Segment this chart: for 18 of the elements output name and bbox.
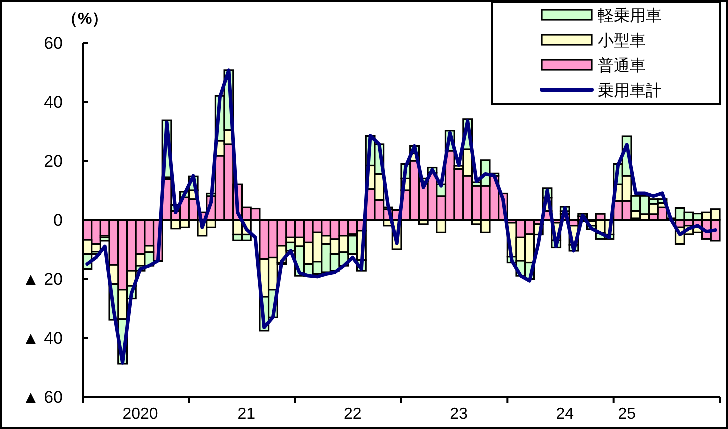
legend-label: 軽乗用車 [598, 7, 662, 25]
y-tick-label: 40 [44, 93, 63, 112]
x-tick-label: 24 [556, 406, 574, 423]
legend-label: 乗用車計 [598, 82, 662, 100]
y-tick-label: 0 [54, 211, 63, 230]
x-tick-label: 25 [618, 406, 636, 423]
y-tick-label: 60 [44, 34, 63, 53]
x-tick-label: 2020 [122, 406, 158, 423]
y-axis-title: （%） [62, 11, 108, 28]
legend-label: 普通車 [598, 57, 646, 75]
y-tick-label: ▲ 40 [22, 329, 63, 348]
x-tick-label: 23 [450, 406, 468, 423]
y-tick-label: 20 [44, 152, 63, 171]
legend-label: 小型車 [598, 32, 646, 50]
y-tick-label: ▲ 20 [22, 270, 63, 289]
x-tick-label: 21 [238, 406, 256, 423]
x-tick-label: 22 [344, 406, 362, 423]
y-tick-label: ▲ 60 [22, 388, 63, 407]
